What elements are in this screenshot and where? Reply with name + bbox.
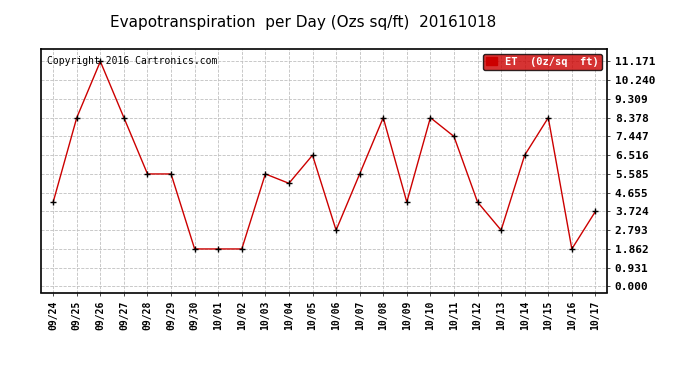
Legend: ET  (0z/sq  ft): ET (0z/sq ft) — [483, 54, 602, 70]
Text: Copyright 2016 Cartronics.com: Copyright 2016 Cartronics.com — [47, 56, 217, 66]
Text: Evapotranspiration  per Day (Ozs sq/ft)  20161018: Evapotranspiration per Day (Ozs sq/ft) 2… — [110, 15, 497, 30]
